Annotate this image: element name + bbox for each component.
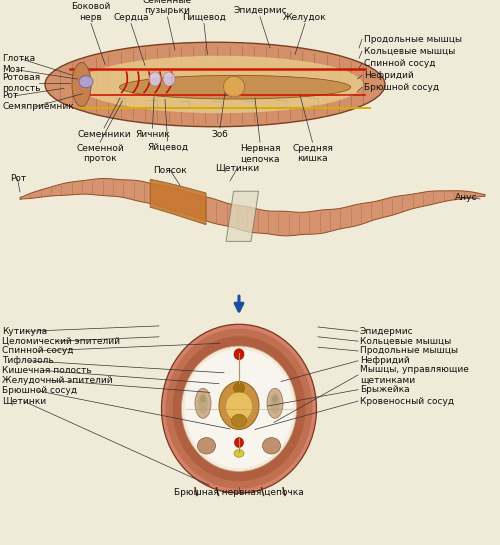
Text: Эпидермис: Эпидермис — [233, 6, 287, 15]
Text: Продольные мышцы: Продольные мышцы — [364, 35, 462, 44]
Ellipse shape — [226, 392, 252, 421]
Ellipse shape — [198, 393, 208, 414]
Circle shape — [182, 346, 296, 471]
Text: Брыжейка: Брыжейка — [360, 385, 410, 394]
Text: Сердца: Сердца — [113, 13, 149, 22]
Text: Ротовая
полость: Ротовая полость — [2, 73, 41, 93]
Circle shape — [166, 329, 312, 489]
Polygon shape — [226, 191, 258, 241]
Text: Эпидермис: Эпидермис — [360, 327, 414, 336]
Text: Анус: Анус — [455, 193, 477, 202]
Text: Боковой
нерв: Боковой нерв — [72, 2, 110, 22]
Text: Яйцевод: Яйцевод — [147, 143, 188, 152]
Ellipse shape — [45, 43, 385, 127]
Ellipse shape — [120, 75, 350, 99]
Text: Брюшная нервная цепочка: Брюшная нервная цепочка — [174, 488, 304, 497]
Text: Средняя
кишка: Средняя кишка — [292, 144, 333, 163]
Text: Щетинки: Щетинки — [2, 397, 46, 405]
Circle shape — [184, 349, 294, 468]
Text: Кутикула: Кутикула — [2, 327, 48, 336]
Ellipse shape — [262, 438, 280, 454]
Text: Рот: Рот — [10, 174, 26, 183]
Ellipse shape — [270, 393, 280, 414]
Text: Желудочный эпителий: Желудочный эпителий — [2, 376, 113, 385]
Polygon shape — [150, 179, 206, 225]
Text: Яичник: Яичник — [135, 130, 170, 139]
Text: Семенники: Семенники — [77, 130, 131, 139]
Ellipse shape — [224, 76, 244, 97]
Polygon shape — [20, 179, 485, 236]
Ellipse shape — [195, 388, 211, 419]
Ellipse shape — [149, 72, 161, 86]
Ellipse shape — [272, 395, 278, 403]
Circle shape — [234, 438, 244, 447]
Text: Глотка: Глотка — [2, 54, 35, 63]
Circle shape — [172, 336, 306, 481]
Text: Щетинки: Щетинки — [216, 164, 260, 172]
Text: Кровеносный сосуд: Кровеносный сосуд — [360, 397, 454, 405]
Text: Рот: Рот — [2, 92, 19, 100]
Text: Спинной сосуд: Спинной сосуд — [2, 347, 74, 355]
Ellipse shape — [234, 450, 244, 457]
Text: Нефридий: Нефридий — [364, 71, 414, 80]
Circle shape — [162, 324, 316, 493]
Text: Кольцевые мышцы: Кольцевые мышцы — [360, 337, 451, 346]
Text: Семенные
пузырьки: Семенные пузырьки — [143, 0, 192, 15]
Ellipse shape — [234, 383, 244, 393]
Ellipse shape — [72, 63, 91, 106]
Ellipse shape — [198, 438, 216, 454]
Text: Кишечная полость: Кишечная полость — [2, 366, 92, 375]
Circle shape — [234, 349, 244, 360]
Text: Тифлозоль: Тифлозоль — [2, 356, 54, 365]
Text: Поясок: Поясок — [153, 166, 187, 174]
Ellipse shape — [232, 414, 246, 427]
Text: Зоб: Зоб — [212, 130, 228, 139]
Text: Брюшной сосуд: Брюшной сосуд — [2, 386, 78, 395]
Ellipse shape — [163, 72, 175, 86]
Ellipse shape — [219, 382, 259, 429]
Text: Желудок: Желудок — [283, 13, 327, 22]
Text: Семенной
проток: Семенной проток — [76, 144, 124, 163]
Text: Спинной сосуд: Спинной сосуд — [364, 59, 436, 68]
Text: Кольцевые мышцы: Кольцевые мышцы — [364, 47, 455, 56]
Text: Продольные мышцы: Продольные мышцы — [360, 347, 458, 355]
Text: Мозг: Мозг — [2, 65, 26, 74]
Text: Мышцы, управляющие
щетинками: Мышцы, управляющие щетинками — [360, 365, 469, 385]
Text: Пищевод: Пищевод — [182, 13, 226, 22]
Text: Целомический эпителий: Целомический эпителий — [2, 337, 120, 346]
Text: Семяприёмник: Семяприёмник — [2, 102, 74, 111]
Ellipse shape — [77, 56, 363, 113]
Text: Нервная
цепочка: Нервная цепочка — [240, 144, 280, 163]
Ellipse shape — [267, 388, 283, 419]
Ellipse shape — [200, 395, 206, 403]
Ellipse shape — [79, 76, 93, 88]
Text: Нефридий: Нефридий — [360, 356, 410, 365]
Text: Брюшной сосуд: Брюшной сосуд — [364, 83, 439, 92]
